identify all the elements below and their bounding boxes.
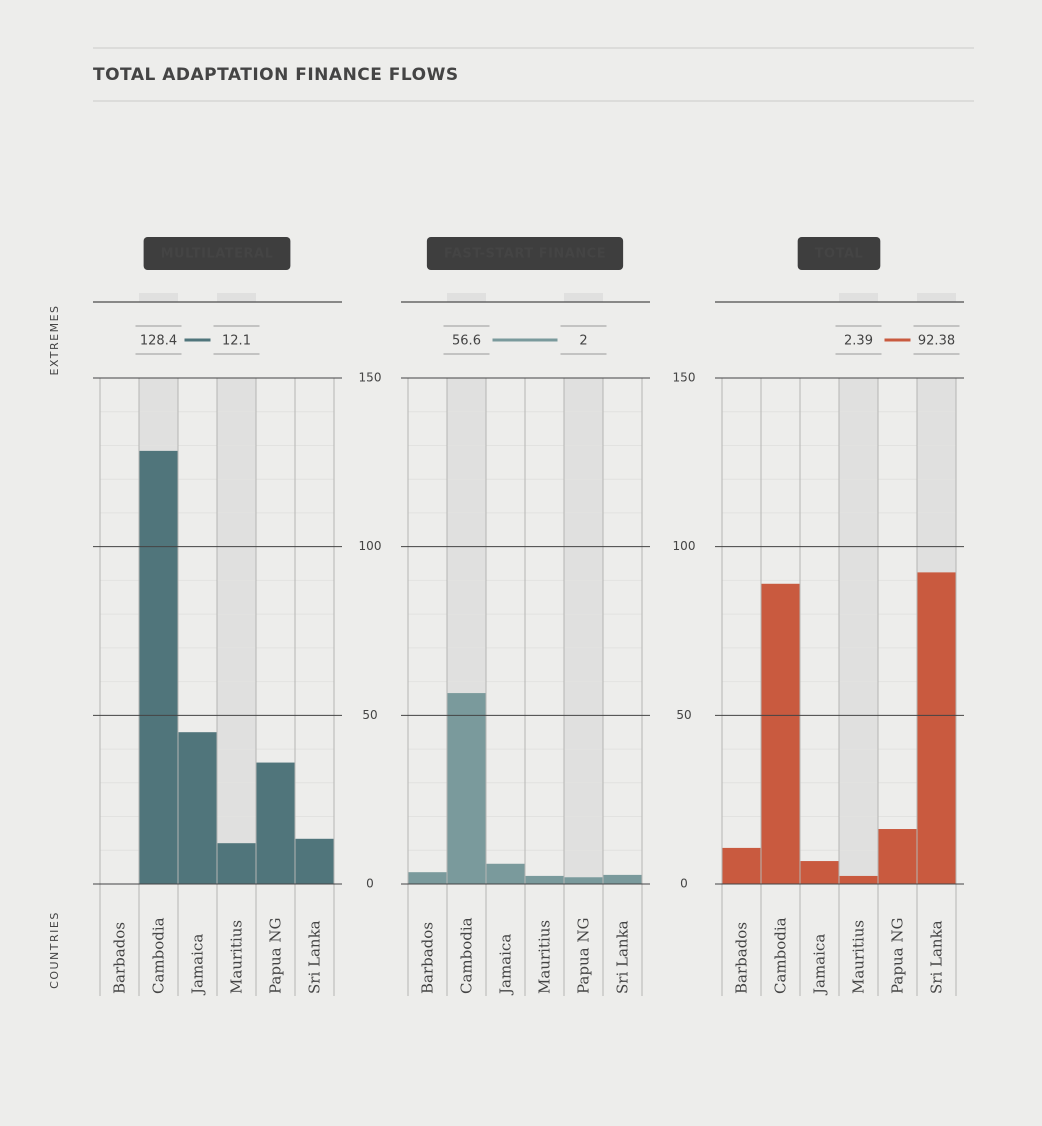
extreme-tab xyxy=(564,293,603,302)
extreme-tab xyxy=(139,293,178,302)
extreme-label: 2 xyxy=(579,334,587,349)
panel-title: FAST-START FINANCE xyxy=(444,247,606,262)
bar xyxy=(217,843,256,884)
x-tick-label: Cambodia xyxy=(150,917,168,994)
bar xyxy=(917,572,956,884)
x-tick-label: Jamaica xyxy=(497,934,515,996)
extreme-tab xyxy=(447,293,486,302)
bar xyxy=(486,863,525,884)
extreme-tab xyxy=(839,293,878,302)
y-tick-label: 0 xyxy=(366,877,374,891)
x-tick-label: Papua NG xyxy=(889,918,907,994)
bar xyxy=(408,872,447,884)
y-tick-label: 100 xyxy=(673,539,696,553)
extreme-highlight xyxy=(139,378,178,451)
side-label: COUNTRIES xyxy=(48,911,61,989)
x-tick-label: Papua NG xyxy=(267,918,285,994)
panel-title-box xyxy=(143,237,291,270)
extreme-highlight xyxy=(564,378,603,878)
panel-title-box xyxy=(426,237,624,270)
extreme-highlight xyxy=(447,378,486,694)
bar xyxy=(256,762,295,884)
x-tick-label: Jamaica xyxy=(189,934,207,996)
x-tick-label: Jamaica xyxy=(811,934,829,996)
x-tick-label: Sri Lanka xyxy=(928,920,946,994)
y-tick-label: 50 xyxy=(676,708,691,722)
x-tick-label: Barbados xyxy=(733,922,751,994)
panel-title-box xyxy=(797,237,881,270)
extreme-label: 128.4 xyxy=(140,334,177,349)
bar xyxy=(525,875,564,884)
page-title: TOTAL ADAPTATION FINANCE FLOWS xyxy=(93,65,459,85)
bar xyxy=(761,583,800,884)
y-tick-label: 100 xyxy=(359,539,382,553)
extreme-highlight xyxy=(217,378,256,844)
y-tick-label: 150 xyxy=(359,371,382,385)
bar xyxy=(178,732,217,884)
extreme-highlight xyxy=(917,378,956,573)
bar xyxy=(878,829,917,884)
x-tick-label: Sri Lanka xyxy=(306,920,324,994)
x-tick-label: Mauritius xyxy=(850,920,868,994)
bar xyxy=(295,838,334,884)
bar xyxy=(839,875,878,884)
x-tick-label: Barbados xyxy=(111,922,129,994)
x-tick-label: Cambodia xyxy=(458,917,476,994)
x-tick-label: Barbados xyxy=(419,922,437,994)
x-tick-label: Mauritius xyxy=(228,920,246,994)
extreme-label: 92.38 xyxy=(918,334,955,349)
bar xyxy=(447,693,486,884)
side-label: EXTREMES xyxy=(48,304,61,375)
x-tick-label: Cambodia xyxy=(772,917,790,994)
panel-title: TOTAL xyxy=(815,247,864,262)
extreme-highlight xyxy=(839,378,878,876)
extreme-tab xyxy=(217,293,256,302)
x-tick-label: Mauritius xyxy=(536,920,554,994)
bar xyxy=(564,877,603,884)
bar xyxy=(603,874,642,884)
extreme-label: 56.6 xyxy=(452,334,481,349)
extreme-label: 2.39 xyxy=(844,334,873,349)
y-tick-label: 50 xyxy=(362,708,377,722)
x-tick-label: Papua NG xyxy=(575,918,593,994)
y-tick-label: 0 xyxy=(680,877,688,891)
extreme-label: 12.1 xyxy=(222,334,251,349)
bar xyxy=(139,450,178,884)
bar xyxy=(722,847,761,884)
panel-title: MULTILATERAL xyxy=(161,247,274,262)
y-tick-label: 150 xyxy=(673,371,696,385)
x-tick-label: Sri Lanka xyxy=(614,920,632,994)
bar xyxy=(800,861,839,884)
extreme-tab xyxy=(917,293,956,302)
